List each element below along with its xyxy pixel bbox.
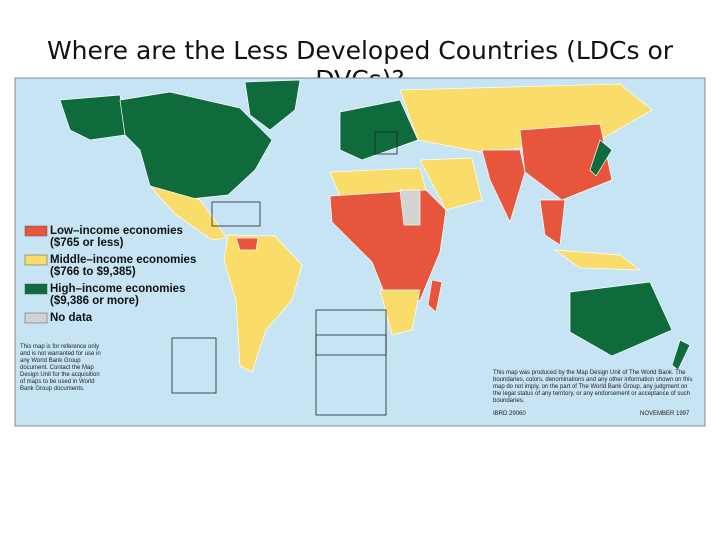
south-america	[223, 234, 303, 373]
legend-label: Low–income economies	[50, 225, 183, 237]
legend-label: No data	[50, 312, 93, 324]
legend: Low–income economies($765 or less) Middle…	[24, 225, 196, 324]
no-data-africa	[399, 189, 421, 226]
mexico-central-america	[148, 185, 227, 241]
legend-range: ($765 or less)	[50, 237, 124, 249]
southeast-asia	[539, 199, 566, 246]
australia	[569, 281, 673, 357]
north-america	[119, 91, 273, 201]
greenland	[244, 79, 301, 131]
legend-range: ($9,386 or more)	[50, 295, 139, 307]
indonesia	[553, 249, 642, 271]
southern-africa	[379, 289, 421, 336]
south-asia	[481, 149, 526, 223]
middle-east	[419, 157, 483, 211]
madagascar	[427, 279, 443, 313]
japan	[589, 139, 613, 177]
alaska	[59, 94, 126, 141]
legend-range: ($766 to $9,385)	[50, 266, 136, 278]
production-note: This map was produced by the Map Design …	[493, 370, 693, 404]
inset-frame	[211, 201, 261, 227]
map-code: IBRD 29060	[493, 411, 526, 417]
inset-frame	[374, 131, 398, 155]
new-zealand	[671, 339, 691, 371]
legend-swatch	[24, 254, 48, 266]
inset-frame	[315, 334, 387, 416]
legend-label: High–income economies	[50, 283, 185, 295]
land-masses	[59, 79, 691, 373]
reference-note: This map is for reference only and is no…	[20, 344, 101, 392]
legend-label: Middle–income economies	[50, 254, 196, 266]
inset-frame	[171, 337, 217, 394]
inset-boxes	[171, 131, 398, 416]
legend-swatch	[24, 225, 48, 237]
andean-low	[235, 237, 259, 251]
legend-swatch	[24, 283, 48, 295]
europe	[339, 99, 419, 161]
legend-swatch	[24, 312, 48, 324]
china	[519, 123, 613, 201]
inset-frame	[315, 309, 387, 356]
map-date: NOVEMBER 1997	[640, 411, 690, 417]
